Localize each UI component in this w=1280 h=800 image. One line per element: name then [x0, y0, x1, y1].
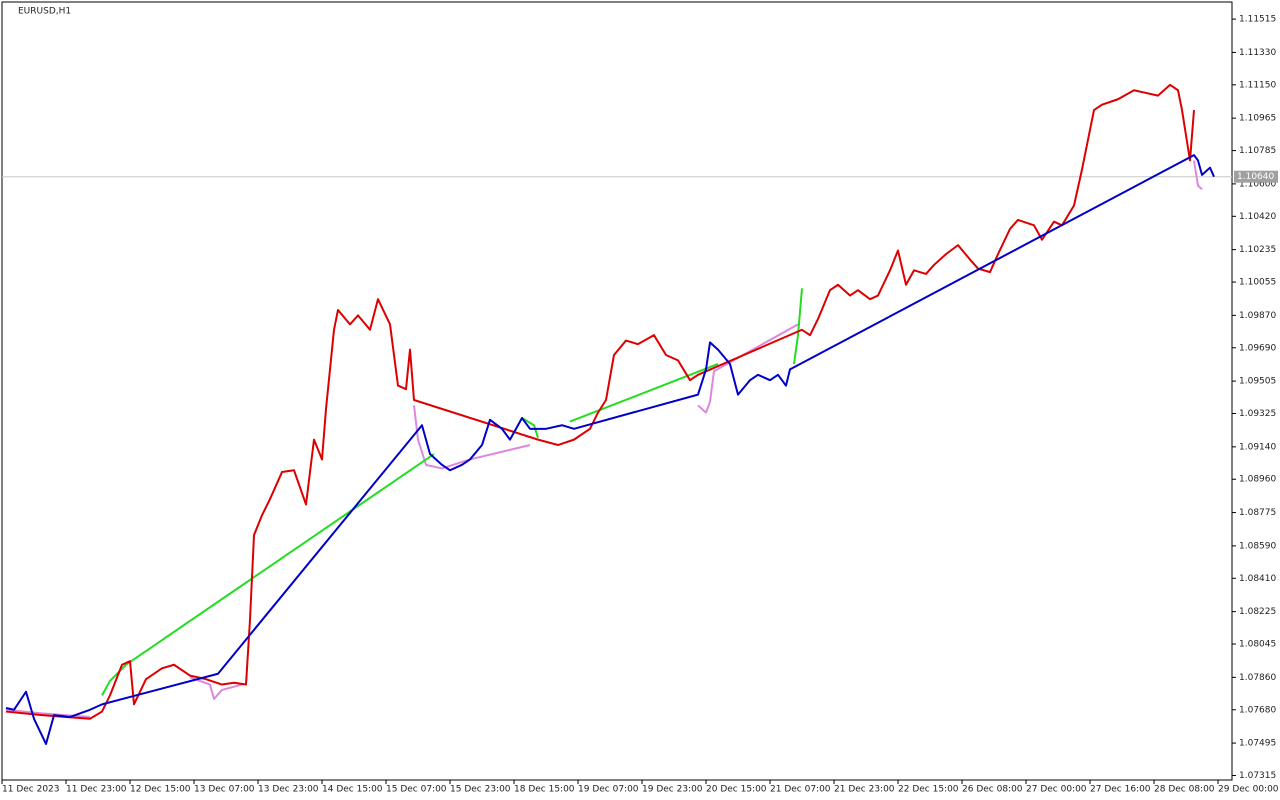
y-tick-label: 1.09690 [1239, 343, 1276, 353]
series-line [413, 405, 531, 470]
x-tick-label: 28 Dec 08:00 [1154, 785, 1215, 795]
y-tick-label: 1.09325 [1239, 409, 1276, 419]
series-line [793, 288, 803, 365]
y-tick-label: 1.10785 [1239, 146, 1276, 156]
y-tick-label: 1.07680 [1239, 705, 1276, 715]
plot-frame [1, 1, 1233, 781]
y-tick-label: 1.08775 [1239, 508, 1276, 518]
x-tick-label: 18 Dec 15:00 [514, 785, 575, 795]
y-tick-label: 1.07860 [1239, 673, 1276, 683]
x-tick-label: 27 Dec 16:00 [1090, 785, 1151, 795]
y-tick-label: 1.10235 [1239, 245, 1276, 255]
x-tick-label: 19 Dec 07:00 [578, 785, 639, 795]
y-tick-label: 1.11330 [1239, 48, 1276, 58]
x-tick-label: 21 Dec 23:00 [834, 785, 895, 795]
x-tick-label: 12 Dec 15:00 [130, 785, 191, 795]
x-tick-label: 14 Dec 15:00 [322, 785, 383, 795]
x-tick-label: 20 Dec 15:00 [706, 785, 767, 795]
y-tick-label: 1.08590 [1239, 541, 1276, 551]
current-price-label: 1.10640 [1237, 172, 1274, 182]
x-tick-label: 11 Dec 23:00 [66, 785, 127, 795]
y-tick-label: 1.08410 [1239, 574, 1276, 584]
y-tick-label: 1.10055 [1239, 278, 1276, 288]
x-tick-label: 26 Dec 08:00 [962, 785, 1023, 795]
x-tick-label: 15 Dec 07:00 [386, 785, 447, 795]
series-line [521, 417, 539, 439]
y-tick-label: 1.10600 [1239, 179, 1276, 189]
x-tick-label: 13 Dec 07:00 [194, 785, 255, 795]
y-tick-label: 1.10965 [1239, 114, 1276, 124]
y-tick-label: 1.09505 [1239, 377, 1276, 387]
series-line [569, 363, 719, 423]
y-tick-label: 1.07315 [1239, 771, 1276, 781]
x-tick-label: 13 Dec 23:00 [258, 785, 319, 795]
x-tick-label: 29 Dec 00:00 [1218, 785, 1279, 795]
x-tick-label: 21 Dec 07:00 [770, 785, 831, 795]
y-tick-label: 1.09870 [1239, 311, 1276, 321]
y-tick-label: 1.10420 [1239, 212, 1276, 222]
y-tick-label: 1.08045 [1239, 640, 1276, 650]
chart-title: EURUSD,H1 [18, 7, 71, 17]
series-line [1193, 160, 1203, 191]
y-tick-label: 1.08225 [1239, 607, 1276, 617]
y-tick-label: 1.11150 [1239, 80, 1276, 90]
series-line [189, 676, 243, 700]
y-tick-label: 1.11515 [1239, 15, 1276, 25]
y-tick-label: 1.08960 [1239, 475, 1276, 485]
series-line [5, 154, 1215, 745]
current-price-box [1234, 170, 1278, 183]
x-tick-label: 19 Dec 23:00 [642, 785, 703, 795]
y-tick-label: 1.09140 [1239, 442, 1276, 452]
x-tick-label: 27 Dec 00:00 [1026, 785, 1087, 795]
x-tick-label: 11 Dec 2023 [2, 785, 60, 795]
y-tick-label: 1.07495 [1239, 739, 1276, 749]
x-tick-label: 15 Dec 23:00 [450, 785, 511, 795]
x-tick-label: 22 Dec 15:00 [898, 785, 959, 795]
